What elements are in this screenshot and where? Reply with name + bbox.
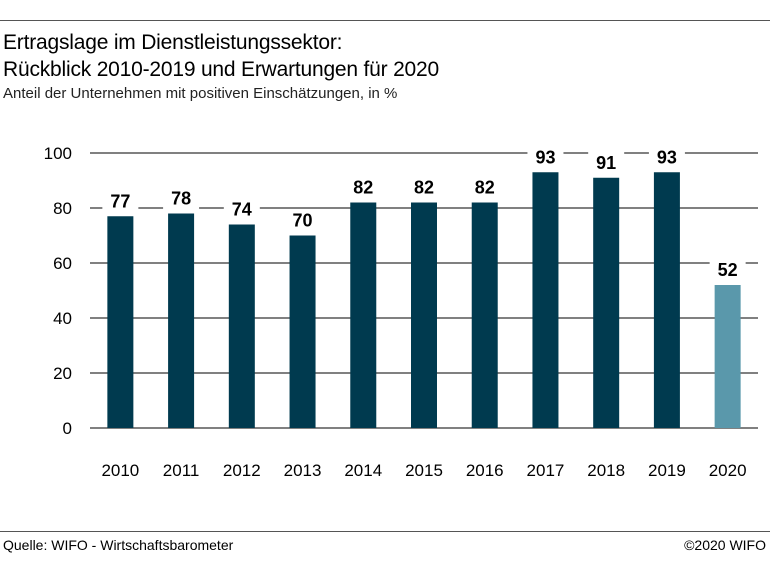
copyright-note: ©2020 WIFO xyxy=(684,537,766,553)
data-label: 82 xyxy=(475,178,495,198)
bottom-rule xyxy=(0,531,770,532)
bar xyxy=(350,202,377,428)
y-tick-label: 40 xyxy=(53,309,72,328)
chart-subtitle: Anteil der Unternehmen mit positiven Ein… xyxy=(3,85,398,102)
y-tick-label: 0 xyxy=(63,419,72,438)
x-tick-label: 2010 xyxy=(101,461,139,480)
data-label: 70 xyxy=(293,211,313,231)
data-label: 82 xyxy=(414,178,434,198)
x-tick-label: 2015 xyxy=(405,461,443,480)
bar xyxy=(289,235,316,428)
data-label: 82 xyxy=(353,178,373,198)
data-label-background xyxy=(466,176,503,198)
data-label-background xyxy=(406,176,442,198)
bar xyxy=(653,172,680,428)
bar xyxy=(593,177,620,428)
x-tick-label: 2011 xyxy=(163,461,200,480)
data-label: 93 xyxy=(657,147,677,167)
x-tick-label: 2012 xyxy=(223,461,261,480)
data-label: 77 xyxy=(110,191,130,211)
bar xyxy=(714,285,741,428)
x-tick-label: 2016 xyxy=(466,461,504,480)
data-label-background xyxy=(527,146,564,168)
bar-chart: 0 20 40 60 80 100 77 2010 78 2011 74 2012 70 2013 82 20… xyxy=(44,144,758,480)
x-tick-label: 2019 xyxy=(648,461,686,480)
y-tick-label: 60 xyxy=(53,254,72,273)
x-tick-label: 2020 xyxy=(709,461,747,480)
x-tick-label: 2018 xyxy=(587,461,625,480)
data-label-background xyxy=(345,176,382,198)
data-label: 52 xyxy=(718,260,738,280)
bar xyxy=(228,224,255,428)
data-label-background xyxy=(102,190,139,212)
bar xyxy=(471,202,498,428)
chart-title-line-1: Ertragslage im Dienstleistungssektor: xyxy=(3,31,343,54)
y-tick-label: 80 xyxy=(53,199,72,218)
data-label-background xyxy=(588,151,625,173)
y-tick-label: 20 xyxy=(53,364,72,383)
data-label-background xyxy=(709,259,746,280)
data-label: 74 xyxy=(232,200,252,220)
x-tick-label: 2014 xyxy=(344,461,382,480)
data-label: 91 xyxy=(596,153,616,173)
data-label-background xyxy=(284,209,321,231)
y-tick-label: 100 xyxy=(44,144,72,163)
data-label: 78 xyxy=(171,189,191,209)
data-label-background xyxy=(648,146,685,168)
chart-title-line-2: Rückblick 2010-2019 und Erwartungen für … xyxy=(3,58,439,81)
chart-title: Ertragslage im Dienstleistungssektor: Rü… xyxy=(3,29,439,83)
data-label-background xyxy=(163,187,200,209)
data-label-background xyxy=(223,198,260,220)
data-label: 93 xyxy=(535,147,555,167)
bar xyxy=(168,213,195,428)
bar xyxy=(532,172,559,428)
bar xyxy=(107,216,134,428)
x-tick-label: 2017 xyxy=(527,461,565,480)
source-note: Quelle: WIFO - Wirtschaftsbarometer xyxy=(3,537,234,553)
bar xyxy=(411,202,437,428)
top-rule xyxy=(0,20,770,21)
x-tick-label: 2013 xyxy=(284,461,322,480)
